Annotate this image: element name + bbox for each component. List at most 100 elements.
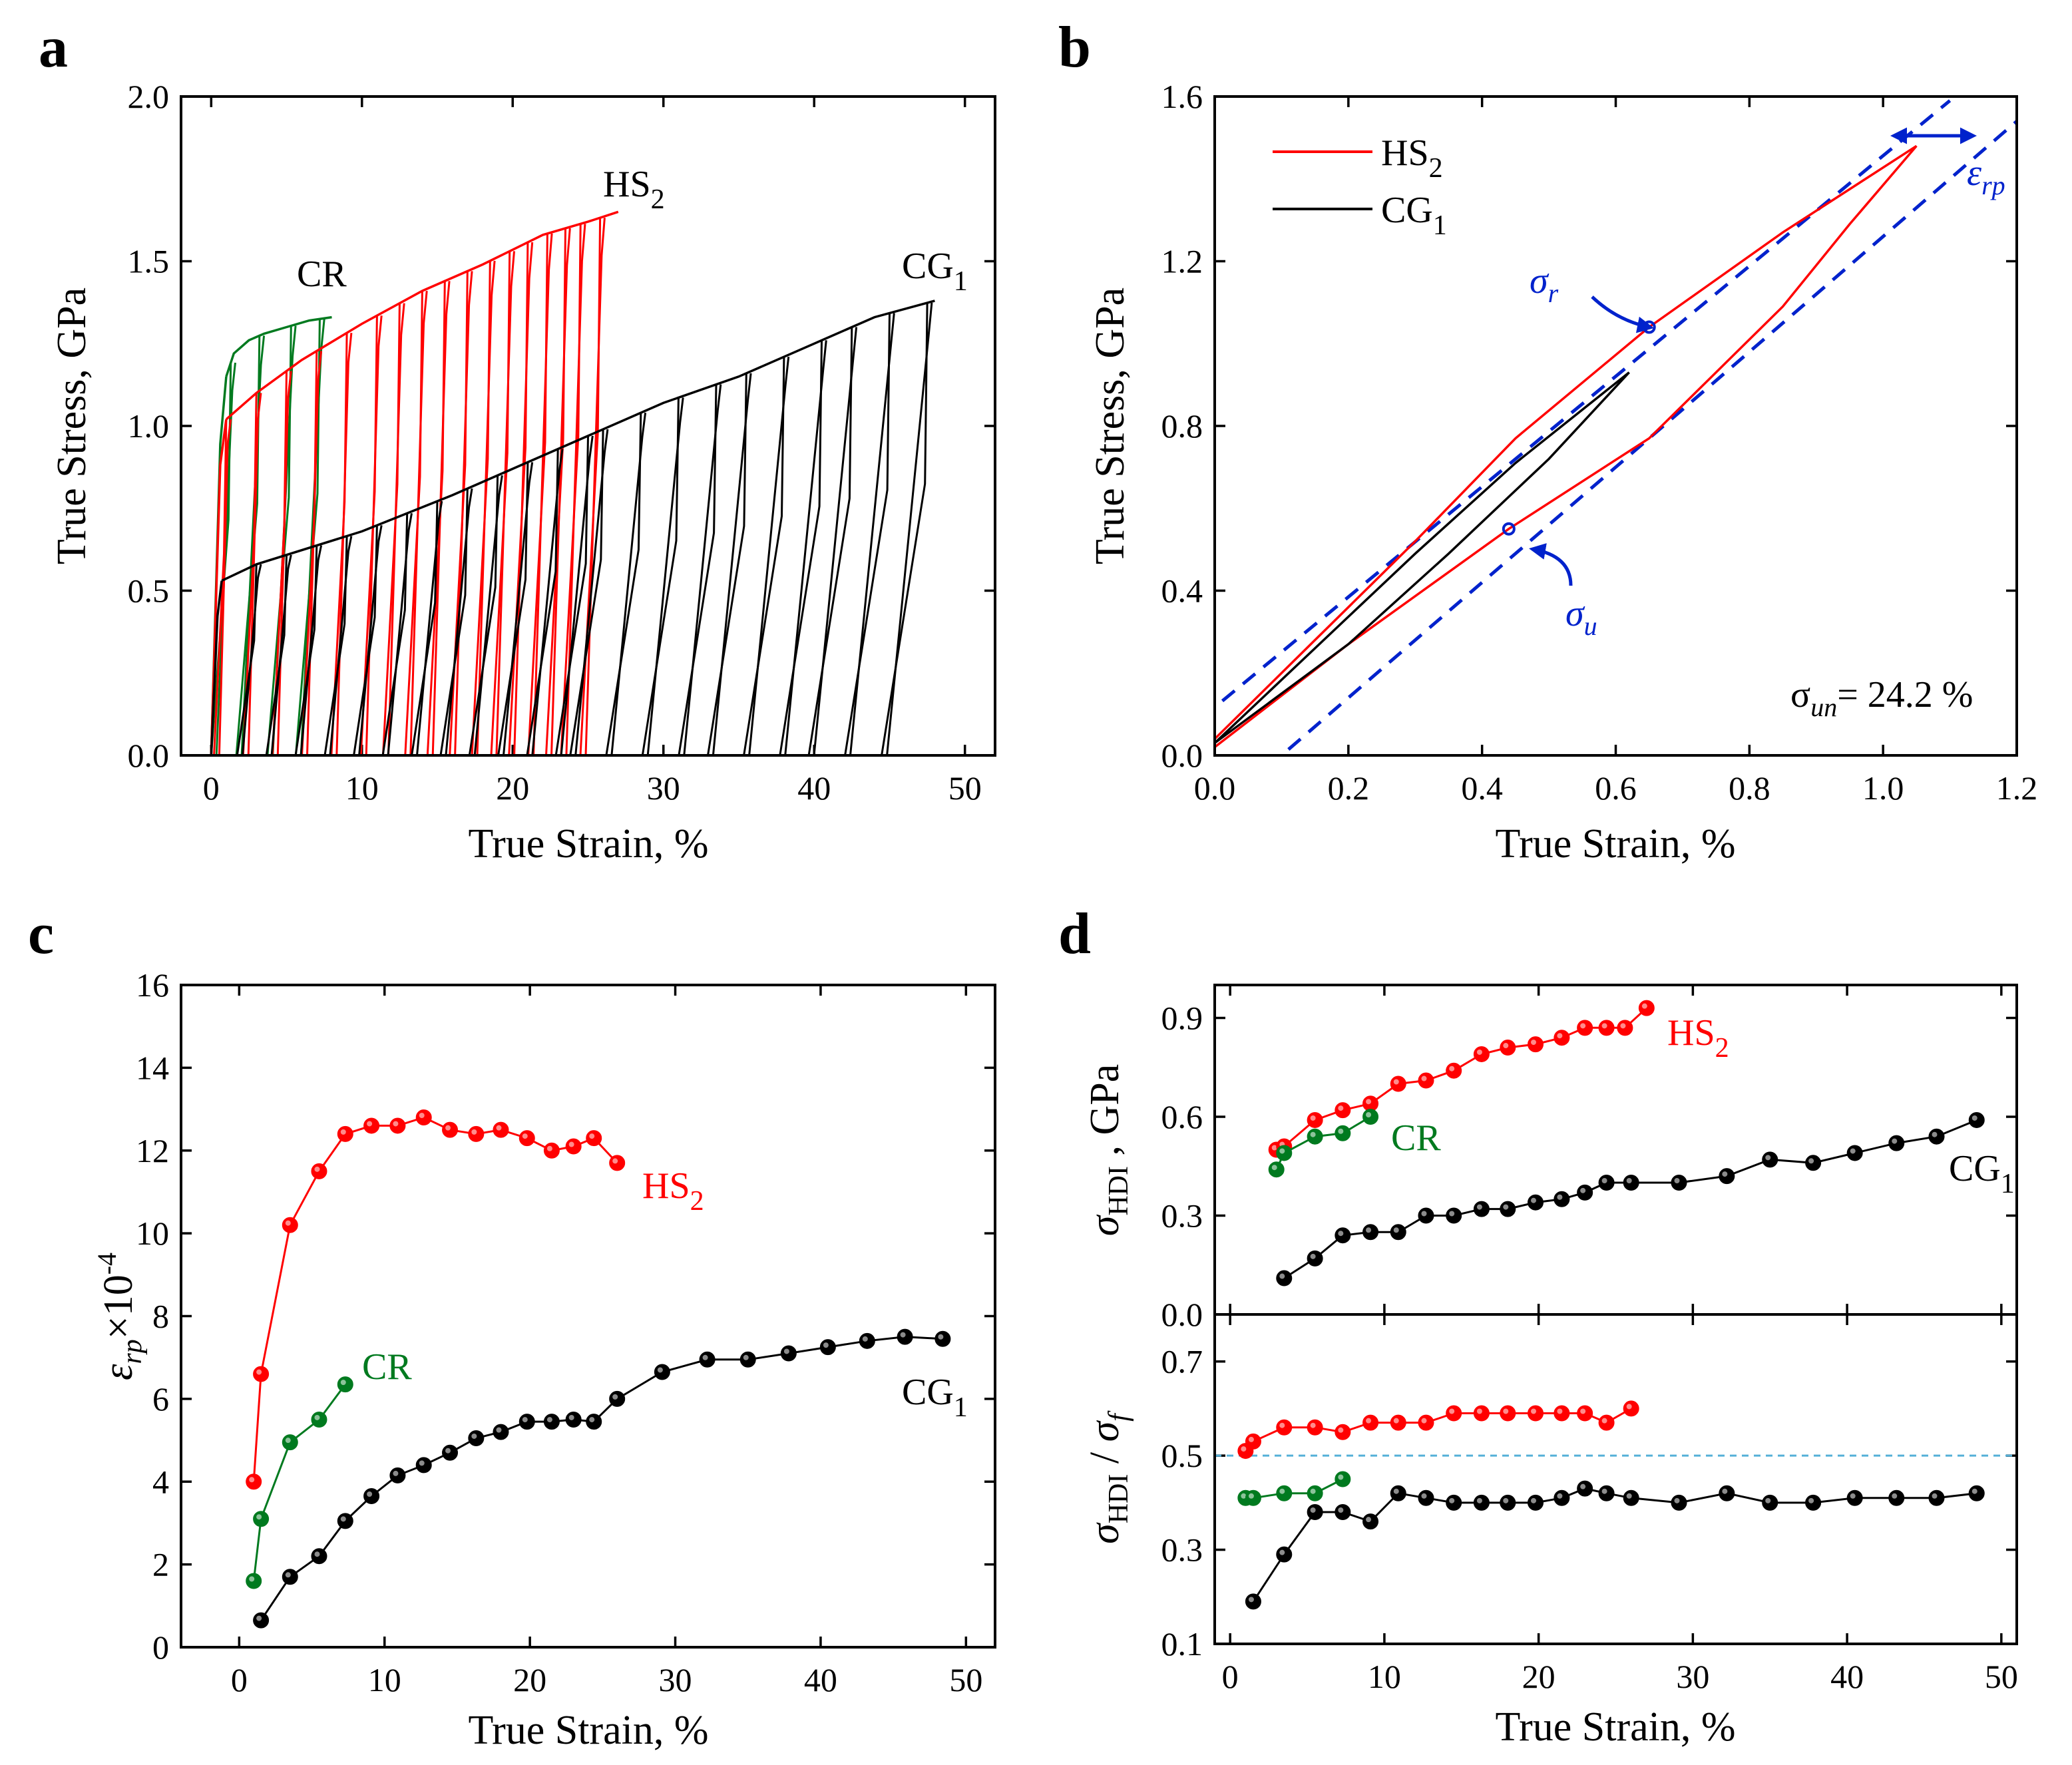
curve-HS2-reload xyxy=(513,242,534,756)
panel-a-xlabel: True Strain, % xyxy=(468,821,708,867)
point-highlight xyxy=(1393,1227,1399,1233)
eps-rp-symbol: ε xyxy=(1967,152,1982,194)
point-highlight xyxy=(1765,1497,1771,1503)
point-highlight xyxy=(1620,1023,1626,1029)
point-CG1 xyxy=(1500,1494,1516,1511)
panel-d-bottom-ylabel-sub2: f xyxy=(1104,1410,1134,1422)
point-CG1 xyxy=(1307,1504,1323,1520)
point-highlight xyxy=(1271,1145,1277,1151)
x-tick-label: 40 xyxy=(797,769,831,807)
point-HS2 xyxy=(415,1109,432,1125)
legend-hs2-sub: 2 xyxy=(1429,153,1443,184)
point-CR xyxy=(1276,1485,1293,1501)
curve-HS2-unload xyxy=(527,233,548,756)
point-highlight xyxy=(1971,1488,1977,1494)
eps-rp-label: εrp xyxy=(1967,152,2005,200)
label-d-hs2-sub: 2 xyxy=(1715,1033,1729,1064)
sigma-un-value: = 24.2 % xyxy=(1837,674,1973,715)
point-HS2 xyxy=(1418,1072,1434,1089)
point-highlight xyxy=(1248,1436,1254,1442)
loop-HS2-loading xyxy=(1215,144,1918,740)
curve-CG1-unload xyxy=(807,327,853,756)
point-highlight xyxy=(496,1427,502,1433)
panel-d-bottom-ylabel: σHDI / σf xyxy=(1082,1410,1134,1544)
panel-a: 0 10 20 30 40 50 0.0 0.5 1.0 1.5 2.0 True Strain, … xyxy=(49,78,996,867)
point-CG1 xyxy=(1719,1485,1735,1501)
point-HS2 xyxy=(282,1217,298,1233)
y-tick-label: 1.0 xyxy=(128,407,170,445)
curve-HS2-unload xyxy=(545,228,566,756)
guide-line-0 xyxy=(1215,99,1952,709)
y-tick-label: 0.3 xyxy=(1161,1531,1203,1569)
point-highlight xyxy=(1310,1253,1316,1259)
y-tick-label: 2 xyxy=(152,1546,169,1583)
panel-label-d: d xyxy=(1058,902,1091,966)
point-CG1 xyxy=(1554,1191,1570,1207)
point-HS2 xyxy=(1446,1405,1462,1422)
point-highlight xyxy=(1476,1049,1482,1055)
curve-HS2-reload xyxy=(495,251,515,756)
curve-HS2-reload xyxy=(431,281,451,756)
x-tick-label: 20 xyxy=(496,769,529,807)
panel-d: 0.0 0.3 0.6 0.9 0 10 20 30 40 50 0.1 0.3 0.5 0.7 Tru… xyxy=(1082,984,2018,1750)
point-CG1 xyxy=(543,1414,560,1430)
point-HS2 xyxy=(1577,1020,1593,1036)
y-tick-label: 0.9 xyxy=(1161,1000,1203,1037)
curve-HS2-reload xyxy=(476,260,496,756)
panel-d-top-ylabel: σHDI , GPa xyxy=(1082,1064,1134,1237)
panel-d-top-ylabel-suffix: , GPa xyxy=(1082,1064,1128,1166)
point-highlight xyxy=(419,1113,425,1118)
point-highlight xyxy=(314,1166,320,1172)
curve-HS2-reload xyxy=(218,419,232,756)
loop-HS2-unloading xyxy=(1215,145,1918,748)
x-tick-label: 0 xyxy=(231,1661,248,1698)
point-CG1 xyxy=(1577,1480,1593,1497)
point-HS2 xyxy=(1577,1405,1593,1422)
series-HS2-line xyxy=(1245,1408,1632,1452)
point-highlight xyxy=(1366,1099,1372,1105)
point-CG1 xyxy=(1390,1224,1406,1241)
point-CG1 xyxy=(1805,1155,1822,1171)
point-CG1 xyxy=(699,1351,716,1368)
point-CG1 xyxy=(337,1513,353,1529)
point-highlight xyxy=(823,1342,829,1348)
point-highlight xyxy=(496,1125,502,1131)
y-tick-label: 0.6 xyxy=(1161,1098,1203,1135)
curve-CG1-reload xyxy=(329,536,353,756)
point-CG1 xyxy=(819,1339,836,1356)
point-CG1 xyxy=(1762,1151,1778,1168)
point-highlight xyxy=(1393,1488,1399,1494)
point-CR xyxy=(1245,1489,1261,1506)
point-CG1 xyxy=(1671,1175,1687,1191)
point-highlight xyxy=(285,1572,291,1578)
point-CG1 xyxy=(1888,1489,1905,1506)
curve-CG1-unload xyxy=(294,545,318,756)
curve-CG1-unload xyxy=(236,564,258,756)
point-highlight xyxy=(1449,1408,1455,1414)
curve-HS2-reload xyxy=(532,233,553,756)
point-highlight xyxy=(1241,1493,1247,1499)
curve-HS2-initial xyxy=(210,419,228,756)
point-highlight xyxy=(1366,1418,1372,1424)
point-highlight xyxy=(612,1158,618,1164)
point-highlight xyxy=(340,1380,346,1386)
curve-HS2-reload xyxy=(335,333,353,756)
point-HS2 xyxy=(246,1473,262,1490)
point-CG1 xyxy=(1554,1489,1570,1506)
panel-c-ylabel: εrp×10-4 xyxy=(92,1253,148,1380)
point-CG1 xyxy=(1362,1513,1379,1530)
label-a-cg1-main: CG xyxy=(902,246,954,287)
point-CG1 xyxy=(442,1444,459,1461)
label-d-cg1-sub: 1 xyxy=(2001,1169,2015,1199)
point-highlight xyxy=(1248,1493,1254,1499)
panel-d-bottom-ylabel-mid: / xyxy=(1082,1442,1128,1473)
panel-b-curves xyxy=(1215,99,2017,755)
point-highlight xyxy=(522,1417,528,1423)
point-CG1 xyxy=(493,1424,509,1440)
curve-CG1-unload xyxy=(439,488,469,756)
series-HS2-line xyxy=(1276,1007,1647,1151)
point-CG1 xyxy=(389,1467,406,1483)
label-c-cr: CR xyxy=(362,1346,412,1388)
